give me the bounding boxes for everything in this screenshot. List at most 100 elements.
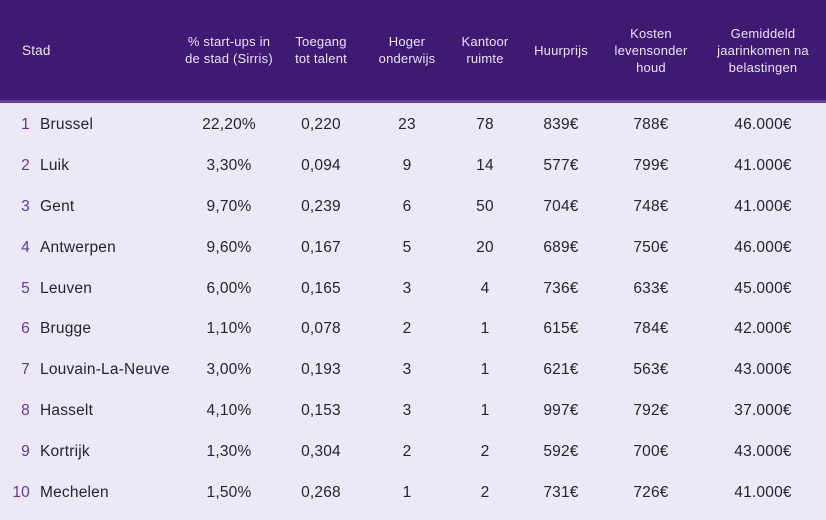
- row-rank: 5: [21, 279, 30, 297]
- column-header-hoger-onderwijs: Hoger onderwijs: [378, 34, 436, 66]
- row-value: 46.000€: [734, 238, 792, 256]
- row-city: Gent: [40, 197, 75, 215]
- row-value: 0,220: [301, 116, 341, 134]
- row-value: 0,153: [301, 401, 341, 419]
- table-row: 6 Brugge 1,10% 0,078 2 1 615€ 784€ 42.000€: [0, 309, 826, 350]
- row-city: Brussel: [40, 116, 94, 134]
- row-value: 700€: [633, 442, 669, 460]
- row-city: Luik: [40, 157, 70, 175]
- row-value: 1,50%: [206, 483, 252, 501]
- column-header-jaarinkomen: Gemiddeld jaarinkomen na belastingen: [717, 25, 809, 75]
- row-value: 2: [402, 442, 412, 460]
- table-body: 1 Brussel 22,20% 0,220 23 78 839€ 788€ 46.000€ 2 L…: [0, 103, 826, 513]
- row-value: 726€: [633, 483, 669, 501]
- row-value: 0,268: [301, 483, 341, 501]
- row-value: 6: [402, 197, 412, 215]
- row-value: 731€: [543, 483, 579, 501]
- row-value: 43.000€: [734, 442, 792, 460]
- row-value: 0,165: [301, 279, 341, 297]
- table-row: 4 Antwerpen 9,60% 0,167 5 20 689€ 750€ 46.000€: [0, 227, 826, 268]
- table-row: 5 Leuven 6,00% 0,165 3 4 736€ 633€ 45.000€: [0, 268, 826, 309]
- row-value: 2: [402, 320, 412, 338]
- row-value: 9,70%: [206, 197, 252, 215]
- row-value: 1: [480, 320, 490, 338]
- row-value: 3,30%: [206, 157, 252, 175]
- row-value: 1: [480, 361, 490, 379]
- row-rank: 8: [21, 401, 30, 419]
- row-value: 45.000€: [734, 279, 792, 297]
- row-value: 0,078: [301, 320, 341, 338]
- row-value: 50: [476, 197, 494, 215]
- row-value: 42.000€: [734, 320, 792, 338]
- row-value: 0,239: [301, 197, 341, 215]
- row-city: Brugge: [40, 320, 92, 338]
- row-value: 0,193: [301, 361, 341, 379]
- row-value: 736€: [543, 279, 579, 297]
- row-value: 20: [476, 238, 494, 256]
- row-value: 41.000€: [734, 197, 792, 215]
- row-value: 22,20%: [202, 116, 256, 134]
- row-value: 41.000€: [734, 483, 792, 501]
- row-value: 0,094: [301, 157, 341, 175]
- row-value: 0,167: [301, 238, 341, 256]
- row-city: Leuven: [40, 279, 93, 297]
- row-value: 43.000€: [734, 361, 792, 379]
- row-value: 3: [402, 279, 412, 297]
- table-row: 8 Hasselt 4,10% 0,153 3 1 997€ 792€ 37.000€: [0, 391, 826, 432]
- row-value: 0,304: [301, 442, 341, 460]
- row-value: 1,10%: [206, 320, 252, 338]
- row-value: 615€: [543, 320, 579, 338]
- row-value: 750€: [633, 238, 669, 256]
- column-header-kosten: Kosten levensonder houd: [614, 25, 688, 75]
- row-value: 2: [480, 442, 490, 460]
- table-row: 3 Gent 9,70% 0,239 6 50 704€ 748€ 41.000€: [0, 187, 826, 228]
- row-value: 3: [402, 401, 412, 419]
- row-city: Kortrijk: [40, 442, 90, 460]
- column-header-stad: Stad: [22, 42, 51, 58]
- column-header-startups: % start-ups in de stad (Sirris): [185, 34, 273, 66]
- row-value: 1,30%: [206, 442, 252, 460]
- row-value: 46.000€: [734, 116, 792, 134]
- row-value: 41.000€: [734, 157, 792, 175]
- table-row: 7 Louvain-La-Neuve 3,00% 0,193 3 1 621€ 563€ 43.…: [0, 350, 826, 391]
- table-row: 1 Brussel 22,20% 0,220 23 78 839€ 788€ 46.000€: [0, 105, 826, 146]
- row-value: 78: [476, 116, 494, 134]
- table-header-row: Stad % start-ups in de stad (Sirris) Toe…: [0, 0, 826, 103]
- row-value: 1: [480, 401, 490, 419]
- row-value: 6,00%: [206, 279, 252, 297]
- row-value: 748€: [633, 197, 669, 215]
- table-row: 9 Kortrijk 1,30% 0,304 2 2 592€ 700€ 43.000€: [0, 431, 826, 472]
- row-city: Antwerpen: [40, 238, 116, 256]
- row-rank: 6: [21, 320, 30, 338]
- row-rank: 7: [21, 361, 30, 379]
- row-value: 792€: [633, 401, 669, 419]
- row-value: 839€: [543, 116, 579, 134]
- row-value: 3,00%: [206, 361, 252, 379]
- row-value: 788€: [633, 116, 669, 134]
- row-rank: 1: [21, 116, 30, 134]
- table-row: 10 Mechelen 1,50% 0,268 1 2 731€ 726€ 41.000€: [0, 472, 826, 513]
- row-rank: 10: [12, 483, 30, 501]
- row-city: Louvain-La-Neuve: [40, 361, 170, 379]
- row-rank: 3: [21, 197, 30, 215]
- row-value: 37.000€: [734, 401, 792, 419]
- row-value: 23: [398, 116, 416, 134]
- column-header-toegang-talent: Toegang tot talent: [295, 34, 347, 66]
- row-city: Hasselt: [40, 401, 94, 419]
- row-value: 5: [402, 238, 412, 256]
- column-header-kantoor-ruimte: Kantoor ruimte: [461, 34, 509, 66]
- row-value: 784€: [633, 320, 669, 338]
- column-header-huurprijs: Huurprijs: [534, 42, 588, 58]
- row-value: 633€: [633, 279, 669, 297]
- row-value: 4: [480, 279, 490, 297]
- row-city: Mechelen: [40, 483, 109, 501]
- row-rank: 4: [21, 238, 30, 256]
- row-value: 592€: [543, 442, 579, 460]
- row-rank: 2: [21, 157, 30, 175]
- row-value: 704€: [543, 197, 579, 215]
- row-value: 799€: [633, 157, 669, 175]
- row-value: 577€: [543, 157, 579, 175]
- row-value: 3: [402, 361, 412, 379]
- row-value: 9: [402, 157, 412, 175]
